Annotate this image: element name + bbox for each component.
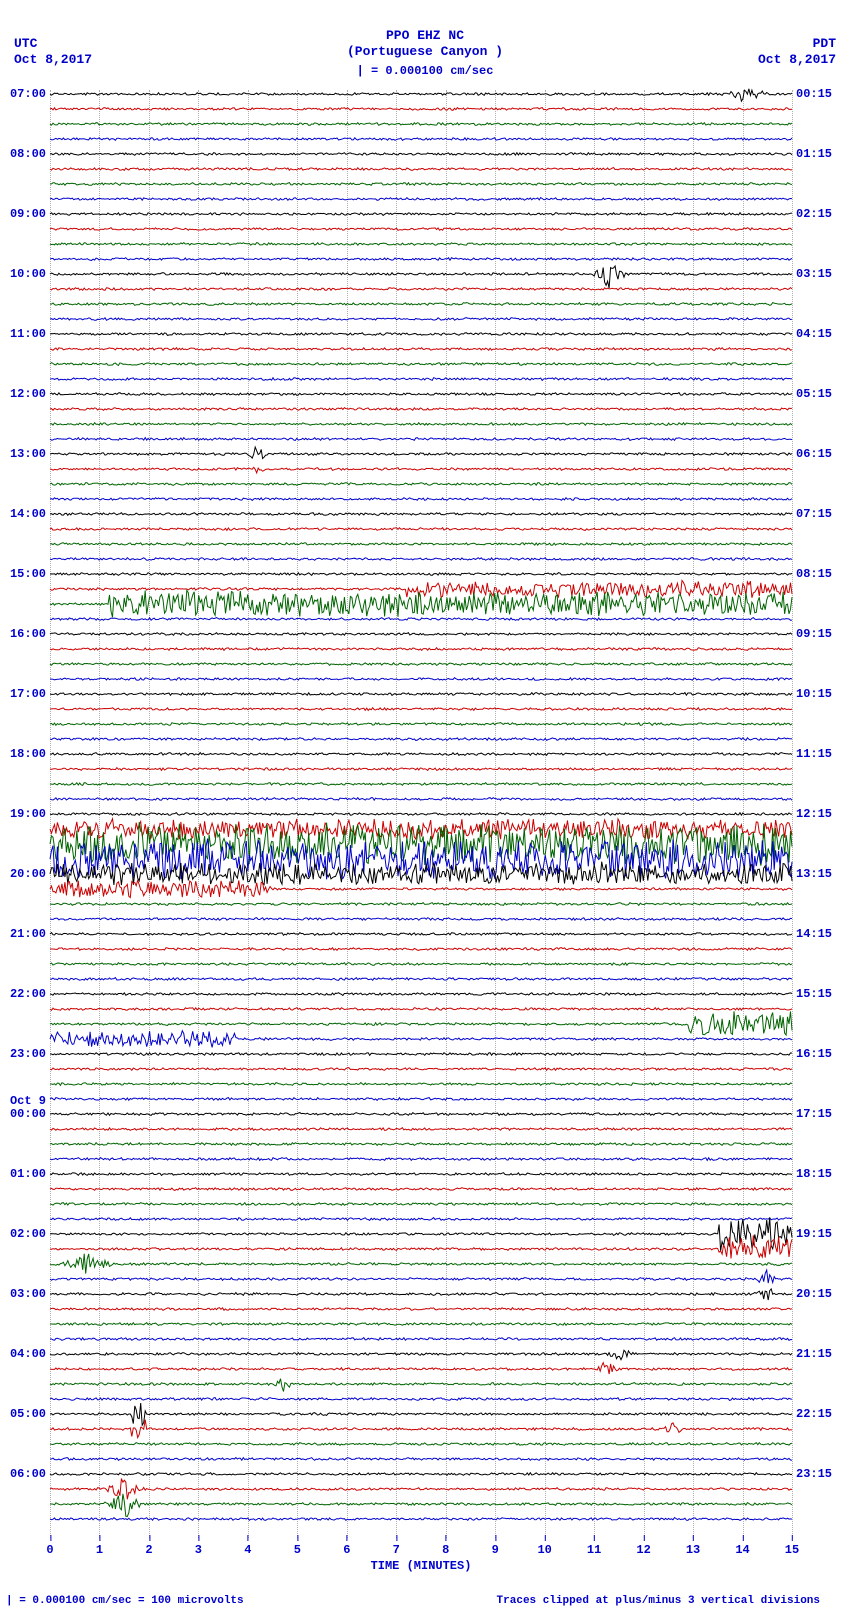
x-tick: 4	[244, 1543, 251, 1557]
time-label-utc: 14:00	[10, 507, 50, 521]
time-label-utc: 18:00	[10, 747, 50, 761]
time-label-utc: 02:00	[10, 1227, 50, 1241]
station-name: (Portuguese Canyon )	[0, 44, 850, 59]
time-label-local: 21:15	[792, 1347, 832, 1361]
time-label-utc: 19:00	[10, 807, 50, 821]
time-label-utc: 13:00	[10, 447, 50, 461]
time-label-local: 04:15	[792, 327, 832, 341]
x-tick: 2	[145, 1543, 152, 1557]
x-tick: 7	[393, 1543, 400, 1557]
time-label-local: 00:15	[792, 87, 832, 101]
time-label-local: 07:15	[792, 507, 832, 521]
x-tick: 5	[294, 1543, 301, 1557]
time-label-utc: 05:00	[10, 1407, 50, 1421]
time-label-local: 11:15	[792, 747, 832, 761]
x-axis-label: TIME (MINUTES)	[50, 1559, 792, 1573]
time-label-utc: 15:00	[10, 567, 50, 581]
x-tick: 12	[636, 1543, 650, 1557]
time-label-local: 12:15	[792, 807, 832, 821]
time-label-local: 01:15	[792, 147, 832, 161]
date-marker: Oct 9	[10, 1094, 50, 1108]
time-label-local: 02:15	[792, 207, 832, 221]
x-axis: TIME (MINUTES) 0123456789101112131415	[50, 1543, 792, 1573]
x-tick: 6	[343, 1543, 350, 1557]
x-tick: 14	[735, 1543, 749, 1557]
time-label-local: 05:15	[792, 387, 832, 401]
time-label-local: 13:15	[792, 867, 832, 881]
time-label-utc: 01:00	[10, 1167, 50, 1181]
time-label-utc: 23:00	[10, 1047, 50, 1061]
x-tick: 0	[46, 1543, 53, 1557]
x-tick: 9	[492, 1543, 499, 1557]
time-label-utc: 11:00	[10, 327, 50, 341]
time-label-local: 20:15	[792, 1287, 832, 1301]
time-label-utc: 07:00	[10, 87, 50, 101]
time-label-utc: 21:00	[10, 927, 50, 941]
x-tick: 11	[587, 1543, 601, 1557]
footer-scale: | = 0.000100 cm/sec = 100 microvolts	[6, 1595, 244, 1607]
x-tick: 13	[686, 1543, 700, 1557]
seismogram: UTC Oct 8,2017 PPO EHZ NC (Portuguese Ca…	[0, 0, 850, 1613]
time-label-local: 19:15	[792, 1227, 832, 1241]
time-label-local: 22:15	[792, 1407, 832, 1421]
seismic-trace	[50, 1519, 792, 1520]
time-label-utc: 22:00	[10, 987, 50, 1001]
x-tick: 10	[537, 1543, 551, 1557]
x-tick: 8	[442, 1543, 449, 1557]
time-label-local: 06:15	[792, 447, 832, 461]
time-label-local: 17:15	[792, 1107, 832, 1121]
time-label-local: 09:15	[792, 627, 832, 641]
x-tick: 1	[96, 1543, 103, 1557]
time-label-utc: 06:00	[10, 1467, 50, 1481]
time-label-utc: 08:00	[10, 147, 50, 161]
time-label-utc: 10:00	[10, 267, 50, 281]
time-label-local: 16:15	[792, 1047, 832, 1061]
time-label-utc: 20:00	[10, 867, 50, 881]
time-label-local: 15:15	[792, 987, 832, 1001]
time-label-utc: 04:00	[10, 1347, 50, 1361]
x-tick: 3	[195, 1543, 202, 1557]
x-tick: 15	[785, 1543, 799, 1557]
time-label-local: 14:15	[792, 927, 832, 941]
time-label-local: 08:15	[792, 567, 832, 581]
time-label-utc: 00:00	[10, 1107, 50, 1121]
time-label-local: 18:15	[792, 1167, 832, 1181]
time-label-utc: 16:00	[10, 627, 50, 641]
time-label-utc: 17:00	[10, 687, 50, 701]
time-label-utc: 03:00	[10, 1287, 50, 1301]
date-right: Oct 8,2017	[758, 52, 836, 67]
time-label-local: 10:15	[792, 687, 832, 701]
station-id: PPO EHZ NC	[0, 28, 850, 43]
time-label-local: 03:15	[792, 267, 832, 281]
time-label-local: 23:15	[792, 1467, 832, 1481]
tz-right: PDT	[813, 36, 836, 51]
plot-area: 07:0000:1508:0001:1509:0002:1510:0003:15…	[50, 90, 792, 1538]
time-label-utc: 12:00	[10, 387, 50, 401]
footer-clip: Traces clipped at plus/minus 3 vertical …	[497, 1595, 820, 1607]
time-label-utc: 09:00	[10, 207, 50, 221]
